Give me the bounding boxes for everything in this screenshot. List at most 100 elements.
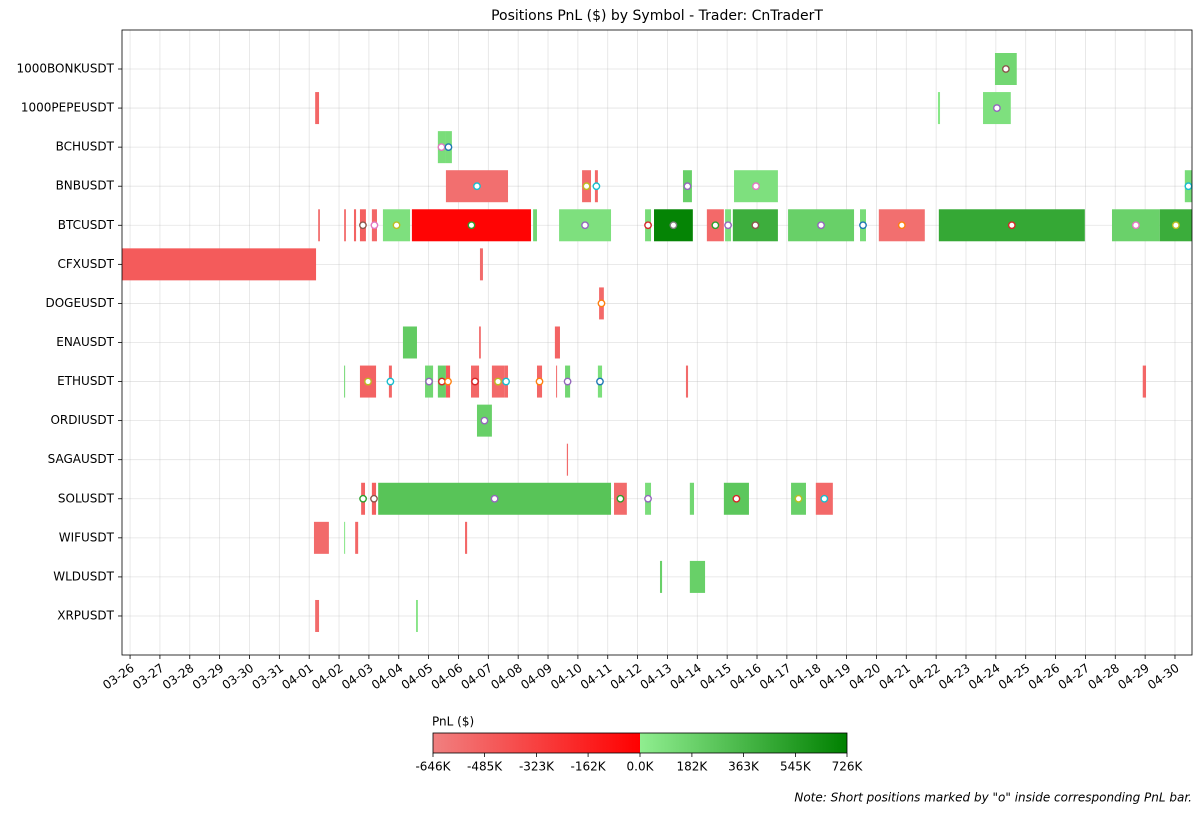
y-tick-label: BTCUSDT — [58, 218, 115, 232]
pnl-bar — [355, 521, 359, 554]
short-marker — [1131, 221, 1140, 230]
short-marker — [820, 494, 829, 503]
y-tick-label: ENAUSDT — [56, 335, 114, 349]
short-marker — [370, 221, 379, 230]
y-tick-label: BCHUSDT — [56, 140, 115, 154]
pnl-bar — [315, 92, 320, 125]
y-tick-label: WLDUSDT — [53, 569, 114, 583]
y-tick-label: ETHUSDT — [57, 374, 115, 388]
pnl-bar — [344, 209, 346, 242]
y-tick-label: 1000BONKUSDT — [17, 62, 115, 76]
colorbar-tick-label: 182K — [677, 760, 709, 774]
y-tick-label: ORDIUSDT — [50, 413, 114, 427]
short-marker — [581, 221, 589, 230]
y-tick-label: SOLUSDT — [58, 491, 115, 505]
pnl-bar — [554, 326, 560, 359]
pnl-bar — [479, 326, 481, 359]
y-tick-label: BNBUSDT — [56, 179, 115, 193]
colorbar-tick-label: 545K — [780, 760, 812, 774]
y-tick-label: CFXUSDT — [58, 257, 115, 271]
short-marker — [392, 221, 401, 230]
y-tick-label: DOGEUSDT — [45, 296, 114, 310]
y-tick-label: SAGAUSDT — [48, 452, 115, 466]
short-marker — [444, 377, 452, 386]
short-marker — [425, 377, 433, 386]
pnl-bar — [344, 365, 346, 398]
colorbar-tick-label: -646K — [415, 760, 451, 774]
short-marker — [992, 104, 1001, 112]
note: Note: Short positions marked by "o" insi… — [794, 791, 1192, 805]
pnl-bar — [465, 521, 468, 554]
pnl-bar — [122, 248, 317, 281]
short-marker — [582, 182, 591, 191]
short-marker — [444, 143, 453, 152]
colorbar-tick-label: -162K — [571, 760, 607, 774]
short-marker — [859, 221, 867, 230]
short-marker — [359, 494, 367, 503]
short-marker — [1001, 65, 1010, 73]
short-marker — [596, 377, 604, 386]
short-marker — [473, 182, 481, 191]
y-tick-label: WIFUSDT — [59, 530, 115, 544]
short-marker — [732, 494, 741, 503]
short-marker — [359, 221, 367, 230]
short-marker — [711, 221, 720, 230]
y-tick-label: 1000PEPEUSDT — [21, 101, 115, 115]
short-marker — [467, 221, 476, 230]
pnl-bar — [344, 521, 346, 554]
short-marker — [683, 182, 692, 191]
short-marker — [471, 377, 479, 386]
short-marker — [364, 377, 372, 386]
short-marker — [494, 377, 502, 386]
pnl-bar — [416, 599, 418, 632]
pnl-bar — [353, 209, 357, 242]
pnl-bar — [479, 248, 483, 281]
short-marker — [616, 494, 625, 503]
short-marker — [535, 377, 544, 386]
short-marker — [1184, 182, 1193, 191]
short-marker — [592, 182, 601, 191]
pnl-bar — [318, 209, 320, 242]
pnl-bar — [315, 599, 320, 632]
colorbar-tick-label: 0.0K — [627, 760, 655, 774]
pnl-bar — [689, 560, 706, 593]
short-marker — [644, 494, 652, 503]
axes-frame — [121, 29, 1193, 656]
pnl-bar — [689, 482, 695, 515]
short-marker — [751, 221, 760, 230]
colorbar-label: PnL ($) — [432, 715, 474, 729]
colorbar-tick-label: -323K — [519, 760, 555, 774]
short-marker — [897, 221, 906, 230]
short-marker — [490, 494, 499, 503]
short-marker — [1007, 221, 1016, 230]
short-marker — [502, 377, 510, 386]
short-marker — [370, 494, 378, 503]
short-marker — [817, 221, 825, 230]
short-marker — [597, 299, 606, 308]
pnl-bar — [659, 560, 663, 593]
colorbar-tick-label: 363K — [728, 760, 760, 774]
pnl-bar — [937, 92, 941, 125]
short-marker — [724, 221, 732, 230]
pnl-bar — [533, 209, 537, 242]
pnl-bar — [685, 365, 689, 398]
colorbar — [432, 732, 848, 754]
short-marker — [386, 377, 395, 386]
pnl-bar — [402, 326, 417, 359]
pnl-bar — [313, 521, 329, 554]
short-marker — [437, 143, 446, 152]
short-marker — [669, 221, 678, 230]
pnl-bar — [1142, 365, 1147, 398]
pnl-bar — [556, 365, 558, 398]
y-tick-label: XRPUSDT — [57, 608, 114, 622]
short-marker — [480, 416, 489, 425]
pnl-bar — [566, 443, 569, 476]
short-marker — [752, 182, 760, 191]
colorbar-tick-label: 726K — [832, 760, 864, 774]
short-marker — [1171, 221, 1180, 230]
chart-title: Positions PnL ($) by Symbol - Trader: Cn… — [491, 8, 823, 24]
colorbar-tick-label: -485K — [467, 760, 503, 774]
short-marker — [794, 494, 803, 503]
